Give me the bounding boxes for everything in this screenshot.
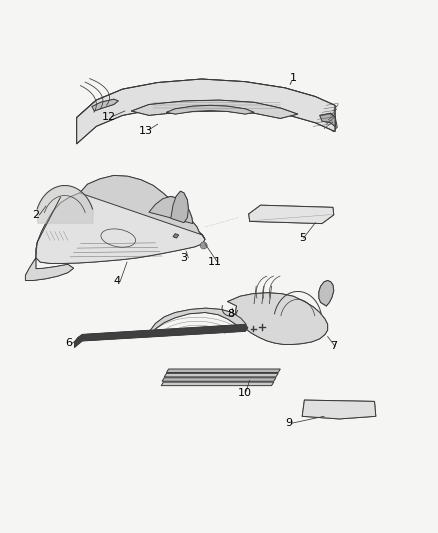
Polygon shape	[77, 102, 99, 121]
Polygon shape	[161, 382, 274, 386]
Polygon shape	[92, 99, 118, 111]
Polygon shape	[166, 369, 280, 373]
Text: 5: 5	[299, 233, 306, 243]
Polygon shape	[36, 191, 205, 263]
Text: 8: 8	[228, 309, 235, 319]
Polygon shape	[162, 378, 276, 381]
Polygon shape	[249, 205, 334, 223]
Text: 13: 13	[138, 126, 152, 136]
Text: 4: 4	[114, 276, 121, 286]
Polygon shape	[302, 400, 376, 419]
Polygon shape	[131, 100, 298, 118]
Circle shape	[200, 242, 207, 249]
Polygon shape	[74, 324, 248, 348]
Polygon shape	[328, 106, 337, 132]
Text: 1: 1	[290, 73, 297, 83]
Text: 3: 3	[180, 253, 187, 263]
Polygon shape	[149, 308, 246, 336]
Polygon shape	[149, 197, 193, 223]
Polygon shape	[25, 258, 74, 280]
Polygon shape	[319, 280, 334, 306]
Polygon shape	[77, 79, 333, 121]
Text: 12: 12	[102, 112, 116, 122]
Text: 11: 11	[208, 257, 222, 267]
Polygon shape	[77, 79, 335, 144]
Text: 9: 9	[286, 418, 293, 429]
Polygon shape	[80, 175, 205, 239]
Polygon shape	[166, 106, 254, 114]
Polygon shape	[320, 113, 335, 126]
Polygon shape	[228, 293, 328, 344]
Polygon shape	[171, 191, 188, 223]
Text: 7: 7	[330, 341, 337, 351]
Text: 2: 2	[32, 210, 39, 220]
Text: 10: 10	[237, 387, 251, 398]
Polygon shape	[164, 374, 278, 377]
Text: 6: 6	[66, 338, 73, 348]
Polygon shape	[173, 233, 179, 238]
